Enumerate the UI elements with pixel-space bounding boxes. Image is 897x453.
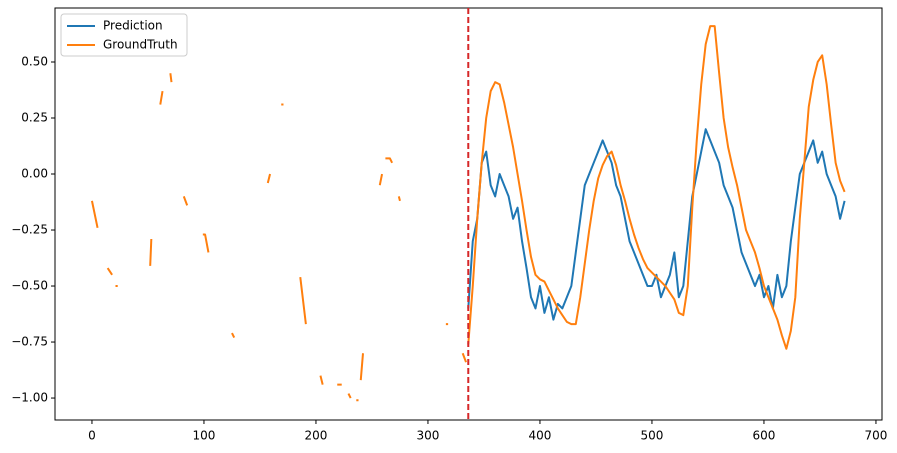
legend-label: Prediction <box>103 19 163 33</box>
y-tick-label: −0.50 <box>11 279 48 293</box>
y-tick-label: 0.00 <box>21 167 48 181</box>
x-tick-label: 100 <box>193 429 216 443</box>
x-tick-label: 500 <box>641 429 664 443</box>
x-tick-label: 400 <box>529 429 552 443</box>
y-tick-label: −0.75 <box>11 335 48 349</box>
x-tick-label: 600 <box>753 429 776 443</box>
y-tick-label: 0.50 <box>21 54 48 68</box>
y-tick-label: −0.25 <box>11 223 48 237</box>
y-tick-label: 0.25 <box>21 111 48 125</box>
x-tick-label: 0 <box>88 429 96 443</box>
series-line <box>467 128 846 321</box>
y-tick-label: −1.00 <box>11 391 48 405</box>
series-line <box>90 25 846 402</box>
plot-frame <box>54 7 883 421</box>
x-tick-label: 700 <box>864 429 887 443</box>
x-tick-label: 200 <box>305 429 328 443</box>
legend-label: GroundTruth <box>103 38 178 52</box>
x-tick-label: 300 <box>417 429 440 443</box>
